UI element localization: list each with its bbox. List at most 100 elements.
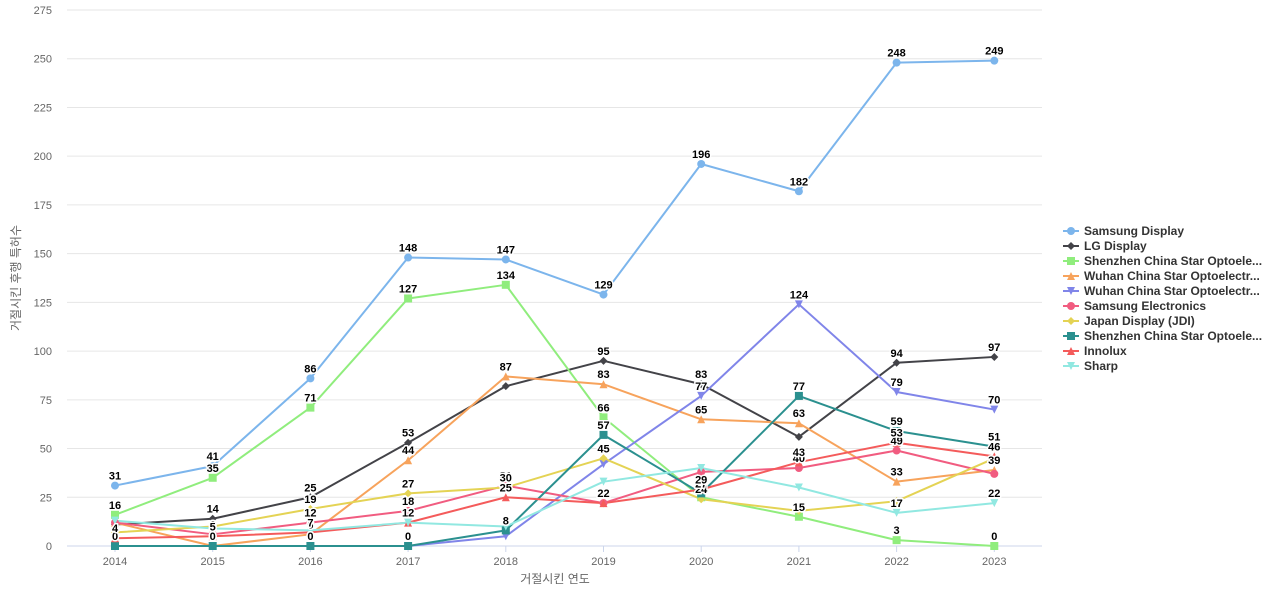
data-point-innolux-8[interactable] <box>990 452 999 461</box>
data-point-lg-display-1[interactable] <box>306 493 315 502</box>
data-point-sharp-9[interactable] <box>404 518 413 527</box>
data-point-samsung-display-0[interactable] <box>599 290 608 299</box>
data-label-halo: 19 <box>304 494 316 506</box>
data-point-lg-display-1[interactable] <box>794 432 803 441</box>
legend-item-shenzhen-china-star-optoele-2[interactable]: Shenzhen China Star Optoele... <box>1062 253 1262 268</box>
data-point-japan-display-jdi-6[interactable] <box>599 454 608 463</box>
data-point-wuhan-china-star-optoelectr-3[interactable] <box>794 419 803 428</box>
data-point-shenzhen-china-star-optoele-2[interactable] <box>794 512 803 521</box>
data-point-shenzhen-china-star-optoele-7[interactable] <box>599 430 608 439</box>
data-point-shenzhen-china-star-optoele-2[interactable] <box>208 473 217 482</box>
legend-item-wuhan-china-star-optoelectr-4[interactable]: Wuhan China Star Optoelectr... <box>1062 283 1262 298</box>
data-point-sharp-9[interactable] <box>990 499 999 508</box>
legend-item-japan-display-jdi-6[interactable]: Japan Display (JDI) <box>1062 313 1262 328</box>
data-point-lg-display-1[interactable] <box>208 514 217 523</box>
data-point-samsung-electronics-5[interactable] <box>990 469 999 478</box>
data-point-innolux-8[interactable] <box>208 532 217 541</box>
data-point-samsung-electronics-5[interactable] <box>306 518 315 527</box>
data-point-lg-display-1[interactable] <box>501 382 510 391</box>
legend-item-shenzhen-china-star-optoele-7[interactable]: Shenzhen China Star Optoele... <box>1062 328 1262 343</box>
data-point-samsung-display-0[interactable] <box>208 462 217 471</box>
series-line-samsung-display-0 <box>114 59 996 487</box>
data-point-japan-display-jdi-6[interactable] <box>794 506 803 515</box>
legend-item-sharp-9[interactable]: Sharp <box>1062 358 1262 373</box>
data-point-shenzhen-china-star-optoele-2[interactable] <box>990 542 999 550</box>
data-label-halo: 248 <box>887 48 905 60</box>
data-point-shenzhen-china-star-optoele-2[interactable] <box>111 510 119 519</box>
data-point-innolux-8[interactable] <box>599 499 608 508</box>
data-label-halo: 77 <box>695 381 707 393</box>
data-point-samsung-display-0[interactable] <box>111 481 119 490</box>
legend-item-innolux-8[interactable]: Innolux <box>1062 343 1262 358</box>
data-label: 127 <box>399 283 417 295</box>
data-point-lg-display-1[interactable] <box>697 380 706 389</box>
data-point-innolux-8[interactable] <box>892 438 901 447</box>
data-point-wuhan-china-star-optoelectr-4[interactable] <box>697 391 706 400</box>
data-point-shenzhen-china-star-optoele-2[interactable] <box>404 294 413 303</box>
data-point-sharp-9[interactable] <box>501 522 510 531</box>
legend-item-samsung-display-0[interactable]: Samsung Display <box>1062 223 1262 238</box>
data-point-shenzhen-china-star-optoele-2[interactable] <box>306 403 315 412</box>
data-point-sharp-9[interactable] <box>208 524 217 533</box>
data-point-innolux-8[interactable] <box>794 458 803 467</box>
data-point-japan-display-jdi-6[interactable] <box>111 528 119 537</box>
data-point-shenzhen-china-star-optoele-7[interactable] <box>794 391 803 400</box>
data-point-japan-display-jdi-6[interactable] <box>501 483 510 492</box>
data-point-samsung-electronics-5[interactable] <box>404 506 413 515</box>
legend-item-wuhan-china-star-optoelectr-3[interactable]: Wuhan China Star Optoelectr... <box>1062 268 1262 283</box>
data-point-shenzhen-china-star-optoele-7[interactable] <box>306 542 315 550</box>
data-label-halo: 22 <box>597 488 609 500</box>
data-point-sharp-9[interactable] <box>599 477 608 486</box>
data-point-wuhan-china-star-optoelectr-4[interactable] <box>599 460 608 469</box>
data-point-wuhan-china-star-optoelectr-3[interactable] <box>404 456 413 465</box>
data-point-japan-display-jdi-6[interactable] <box>892 497 901 506</box>
data-point-shenzhen-china-star-optoele-7[interactable] <box>208 542 217 550</box>
data-point-shenzhen-china-star-optoele-7[interactable] <box>990 442 999 451</box>
data-point-sharp-9[interactable] <box>794 483 803 492</box>
data-point-shenzhen-china-star-optoele-7[interactable] <box>404 542 413 550</box>
data-point-samsung-display-0[interactable] <box>794 187 803 196</box>
data-point-samsung-display-0[interactable] <box>697 159 706 168</box>
x-tick-label: 2023 <box>982 556 1006 568</box>
data-point-shenzhen-china-star-optoele-2[interactable] <box>501 280 510 289</box>
legend-label: Wuhan China Star Optoelectr... <box>1084 268 1260 283</box>
x-tick-label: 2022 <box>884 556 908 568</box>
data-point-wuhan-china-star-optoelectr-3[interactable] <box>892 477 901 486</box>
data-point-wuhan-china-star-optoelectr-3[interactable] <box>501 372 510 381</box>
data-point-sharp-9[interactable] <box>111 516 119 525</box>
data-point-japan-display-jdi-6[interactable] <box>306 504 315 513</box>
y-tick-label: 50 <box>40 444 52 456</box>
data-point-samsung-electronics-5[interactable] <box>892 446 901 455</box>
data-point-sharp-9[interactable] <box>306 526 315 535</box>
data-point-wuhan-china-star-optoelectr-3[interactable] <box>599 380 608 389</box>
data-point-lg-display-1[interactable] <box>990 352 999 361</box>
data-point-shenzhen-china-star-optoele-7[interactable] <box>892 427 901 436</box>
data-point-innolux-8[interactable] <box>501 493 510 502</box>
data-label: 49 <box>890 435 902 447</box>
data-point-sharp-9[interactable] <box>697 464 706 473</box>
data-point-japan-display-jdi-6[interactable] <box>404 489 413 498</box>
data-label: 7 <box>307 517 313 529</box>
data-point-samsung-display-0[interactable] <box>501 255 510 264</box>
data-point-wuhan-china-star-optoelectr-4[interactable] <box>794 300 803 309</box>
data-point-shenzhen-china-star-optoele-2[interactable] <box>892 536 901 545</box>
data-point-wuhan-china-star-optoelectr-3[interactable] <box>697 415 706 424</box>
data-point-shenzhen-china-star-optoele-2[interactable] <box>599 413 608 422</box>
data-point-lg-display-1[interactable] <box>599 356 608 365</box>
data-point-samsung-display-0[interactable] <box>404 253 413 262</box>
data-point-samsung-display-0[interactable] <box>306 374 315 383</box>
data-point-samsung-display-0[interactable] <box>990 56 999 65</box>
data-point-sharp-9[interactable] <box>892 508 901 517</box>
data-point-wuhan-china-star-optoelectr-4[interactable] <box>990 405 999 414</box>
data-label: 0 <box>210 531 216 543</box>
data-point-wuhan-china-star-optoelectr-4[interactable] <box>892 388 901 397</box>
legend-item-samsung-electronics-5[interactable]: Samsung Electronics <box>1062 298 1262 313</box>
data-point-lg-display-1[interactable] <box>404 438 413 447</box>
data-point-innolux-8[interactable] <box>111 534 119 543</box>
legend-item-lg-display-1[interactable]: LG Display <box>1062 238 1262 253</box>
data-point-samsung-display-0[interactable] <box>892 58 901 67</box>
data-point-lg-display-1[interactable] <box>892 358 901 367</box>
data-point-innolux-8[interactable] <box>697 485 706 494</box>
data-point-shenzhen-china-star-optoele-7[interactable] <box>111 542 119 550</box>
